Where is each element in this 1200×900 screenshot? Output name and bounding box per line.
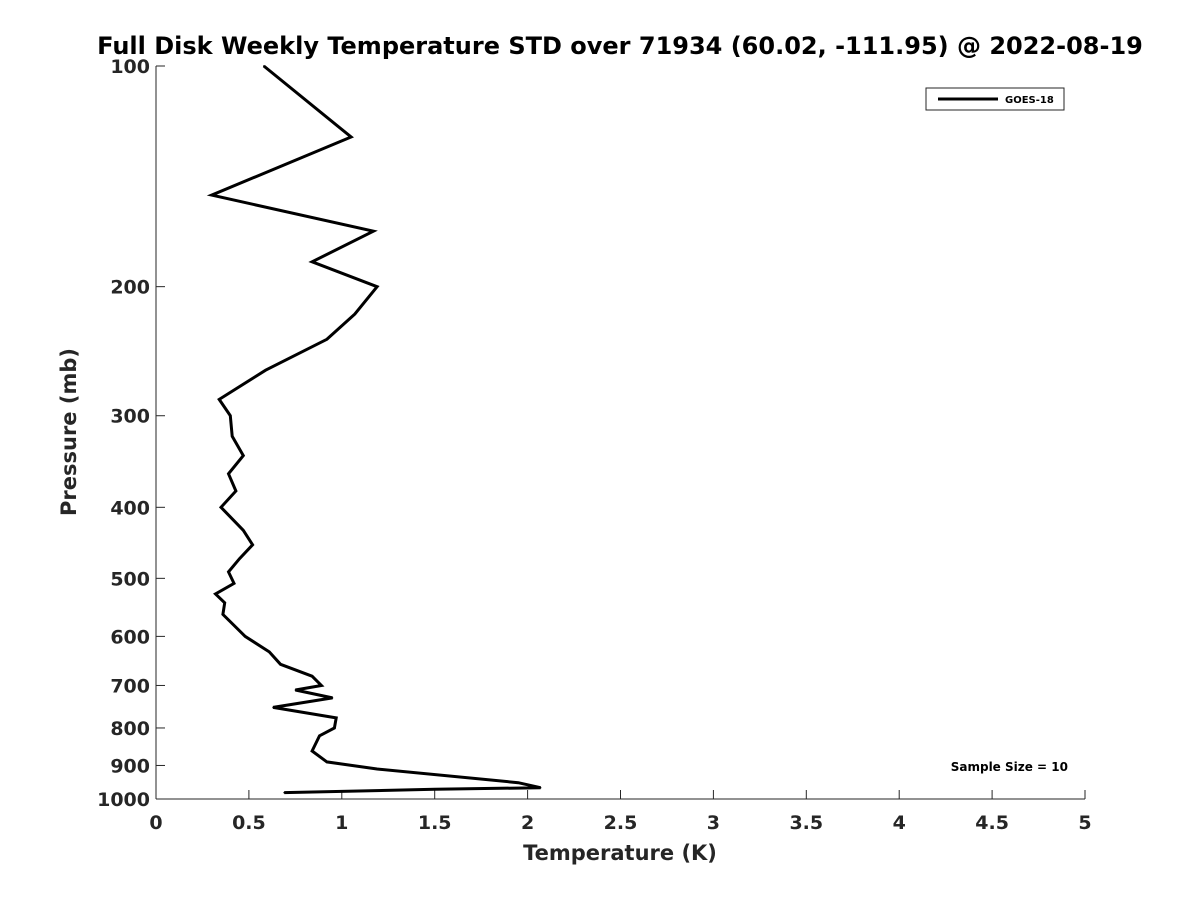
legend: GOES-18 (925, 87, 1065, 111)
data-point (264, 369, 267, 372)
data-point (210, 194, 213, 196)
y-tick-label: 100 (110, 56, 150, 78)
x-tick-label: 4 (893, 812, 906, 834)
data-point (235, 490, 237, 492)
x-tick-label: 1 (335, 812, 348, 834)
data-point (318, 735, 321, 737)
y-tick-label: 900 (110, 755, 150, 777)
data-point (294, 689, 297, 691)
x-axis-label: Temperature (K) (523, 841, 717, 865)
data-point (283, 791, 286, 794)
legend-label-goes-18: GOES-18 (1005, 95, 1054, 106)
y-tick-label: 600 (110, 626, 150, 648)
x-tick-label: 0 (149, 812, 162, 834)
x-tick-label: 2 (521, 812, 534, 834)
data-point (333, 727, 336, 729)
x-tick-label: 3 (707, 812, 720, 834)
data-point (372, 230, 375, 232)
x-tick-label: 0.5 (232, 812, 266, 834)
series-group (206, 64, 542, 795)
data-point (222, 613, 224, 616)
y-tick-label: 500 (110, 568, 150, 590)
data-point (311, 675, 313, 677)
data-point (231, 435, 233, 438)
chart-title: Full Disk Weekly Temperature STD over 71… (97, 32, 1143, 60)
data-point (251, 544, 254, 546)
data-point (350, 136, 352, 138)
data-point (242, 529, 245, 532)
x-tick-label: 1.5 (418, 812, 452, 834)
data-point (229, 414, 232, 417)
x-tick-label: 2.5 (604, 812, 638, 834)
y-tick-label: 1000 (97, 789, 150, 811)
data-point (311, 261, 313, 263)
data-point (331, 697, 334, 699)
data-point (238, 557, 241, 560)
data-point (433, 788, 436, 791)
data-point (223, 602, 226, 604)
x-tick-label: 3.5 (789, 812, 823, 834)
data-point (326, 338, 328, 341)
data-point (539, 786, 542, 789)
data-point (376, 768, 378, 770)
y-tick-label: 300 (110, 406, 150, 428)
data-point (354, 313, 356, 315)
data-point (227, 473, 230, 475)
tick-marks: 0 0.5 1 1.5 2 2.5 3 3.5 4 4.5 5 100 200 300 400 500 600 7… (97, 56, 1092, 834)
data-point (272, 706, 274, 709)
data-point (244, 635, 246, 638)
data-point (214, 593, 217, 595)
data-point (268, 651, 271, 653)
data-point (320, 684, 323, 687)
data-point (242, 454, 245, 457)
data-point (376, 285, 378, 288)
data-point (311, 750, 313, 752)
data-point (220, 506, 222, 509)
data-point (335, 717, 338, 719)
x-tick-label: 4.5 (975, 812, 1009, 834)
data-point (218, 398, 220, 401)
series-line-goes-18 (206, 64, 541, 795)
x-tick-label: 5 (1078, 812, 1091, 834)
data-point (227, 571, 230, 573)
data-point (233, 582, 235, 585)
y-axis-label: Pressure (mb) (57, 348, 81, 516)
y-tick-label: 800 (110, 718, 150, 740)
y-tick-label: 200 (110, 277, 150, 299)
y-tick-label: 700 (110, 675, 150, 697)
y-tick-label: 400 (110, 497, 150, 519)
data-point (326, 761, 328, 763)
data-point (263, 65, 265, 67)
sample-size-annotation: Sample Size = 10 (951, 760, 1068, 774)
data-point (517, 781, 520, 784)
data-point (279, 663, 282, 666)
